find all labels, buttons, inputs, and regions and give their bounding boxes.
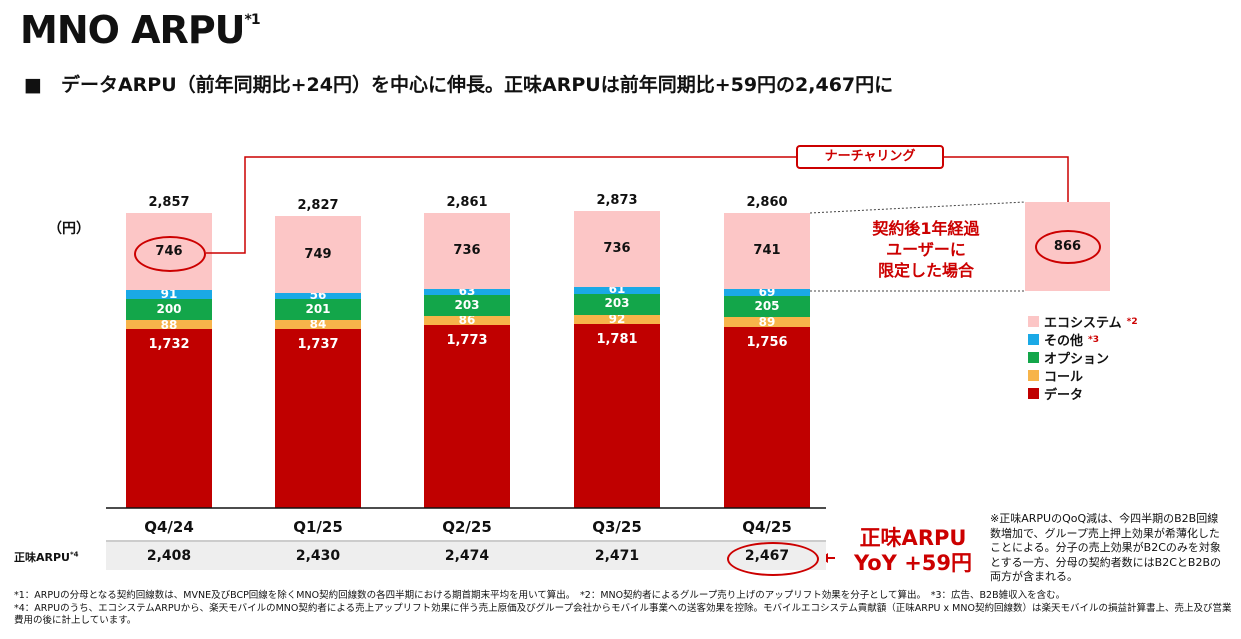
footnotes: *1：ARPUの分母となる契約回線数は、MVNE及びBCP回線を除くMNO契約回… xyxy=(14,590,1232,626)
net-arpu-value: 2,408 xyxy=(146,548,192,564)
net-arpu-row-bg xyxy=(106,542,826,570)
bar-value-label: 1,737 xyxy=(297,336,339,352)
bar-segment-3 xyxy=(724,289,810,297)
legend-label: オプション xyxy=(1044,352,1110,367)
bar-total-label: 2,860 xyxy=(746,194,788,210)
legend-swatch xyxy=(1028,316,1039,327)
bar-value-label: 736 xyxy=(453,242,481,258)
legend-swatch xyxy=(1028,352,1039,363)
bar-segment-3 xyxy=(424,288,510,296)
bar-value-label: 203 xyxy=(454,297,480,312)
net-arpu-value: 2,471 xyxy=(594,548,640,564)
bar-segment-0 xyxy=(574,324,660,508)
bar-value-label: 92 xyxy=(608,312,626,327)
legend-swatch xyxy=(1028,370,1039,381)
bar-segment-4 xyxy=(275,216,361,294)
bar-value-label: 749 xyxy=(304,246,332,262)
legend-item: その他 *3 xyxy=(1028,330,1099,349)
note-text: ※正味ARPUのQoQ減は、今四半期のB2B回線数増加で、グループ売上押上効果が… xyxy=(990,512,1221,583)
bar-segment-4 xyxy=(424,212,510,289)
legend-item: オプション xyxy=(1028,348,1109,367)
bar-value-label: 201 xyxy=(305,301,331,316)
bar-value-label: 88 xyxy=(160,317,178,332)
bar-segment-4 xyxy=(724,212,810,290)
legend-label: エコシステム xyxy=(1044,316,1122,331)
bar-segment-0 xyxy=(724,326,810,508)
legend-swatch xyxy=(1028,334,1039,345)
extra-bar-value: 866 xyxy=(1053,239,1082,254)
y-unit-label: （円） xyxy=(48,221,90,237)
bar-total-label: 2,861 xyxy=(446,194,488,210)
bar-segment-3 xyxy=(126,290,212,300)
bar-segment-2 xyxy=(424,295,510,317)
bar-value-label: 205 xyxy=(754,298,780,313)
bar-value-label: 1,756 xyxy=(746,334,788,350)
category-label: Q4/24 xyxy=(144,518,194,536)
legend-label: データ xyxy=(1044,388,1084,403)
bar-value-label: 84 xyxy=(309,317,327,332)
net-arpu-value: 2,467 xyxy=(744,548,790,564)
bar-segment-2 xyxy=(126,299,212,321)
bar-segment-4 xyxy=(574,211,660,288)
bar-value-label: 91 xyxy=(160,286,178,301)
category-label: Q2/25 xyxy=(442,518,492,536)
bar-segment-0 xyxy=(424,324,510,508)
subtitle: ■ データARPU（前年同期比+24円）を中心に伸長。正味ARPUは前年同期比+… xyxy=(24,74,894,96)
bar-value-label: 203 xyxy=(604,296,630,311)
net-arpu-value: 2,474 xyxy=(444,548,490,564)
highlight-ellipse xyxy=(727,542,819,576)
legend-label: コール xyxy=(1044,370,1084,385)
bar-value-label: 200 xyxy=(156,301,182,316)
bar-total-label: 2,873 xyxy=(596,193,638,209)
nurturing-label: ナーチャリング xyxy=(796,145,944,169)
bar-segment-1 xyxy=(275,319,361,329)
net-arpu-value: 2,430 xyxy=(295,548,341,564)
legend-swatch xyxy=(1028,388,1039,399)
net-arpu-callout: 正味ARPU YoY +59円 xyxy=(853,526,973,575)
bar-total-label: 2,857 xyxy=(148,195,190,210)
bar-total-label: 2,827 xyxy=(297,198,339,214)
legend-item: エコシステム *2 xyxy=(1028,312,1138,331)
bar-segment-1 xyxy=(126,320,212,330)
category-label: Q4/25 xyxy=(742,518,792,536)
legend-label: その他 xyxy=(1044,334,1084,349)
extra-bar-label: 契約後1年経過 ユーザーに 限定した場合 xyxy=(872,219,980,280)
bar-value-label: 1,773 xyxy=(446,332,488,348)
category-label: Q1/25 xyxy=(293,518,343,536)
legend-item: データ xyxy=(1028,384,1083,403)
bar-value-label: 1,781 xyxy=(596,332,638,348)
bar-segment-2 xyxy=(724,296,810,318)
bar-value-label: 86 xyxy=(458,313,476,328)
nurturing-arrow-line xyxy=(206,156,1069,254)
bar-segment-0 xyxy=(126,329,212,508)
bar-segment-2 xyxy=(275,299,361,320)
page-title: MNO ARPU*1 xyxy=(20,8,261,52)
dotted-guide-top xyxy=(809,201,1026,214)
bar-value-label: 1,732 xyxy=(148,337,190,353)
bar-segment-1 xyxy=(724,317,810,327)
bar-segment-2 xyxy=(574,293,660,315)
bar-segment-1 xyxy=(574,314,660,325)
bar-value-label: 741 xyxy=(753,242,781,258)
net-arpu-row-label: 正味ARPU*4 xyxy=(14,550,79,564)
bar-segment-1 xyxy=(424,316,510,325)
highlight-ellipse xyxy=(134,236,206,272)
category-label: Q3/25 xyxy=(592,518,642,536)
bar-segment-3 xyxy=(574,287,660,294)
legend-item: コール xyxy=(1028,366,1083,385)
bar-value-label: 89 xyxy=(758,315,776,330)
bar-segment-0 xyxy=(275,328,361,508)
bar-segment-3 xyxy=(275,293,361,300)
bar-value-label: 736 xyxy=(603,241,631,257)
